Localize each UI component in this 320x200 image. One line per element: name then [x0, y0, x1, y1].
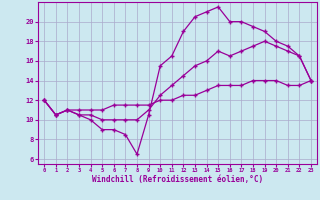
X-axis label: Windchill (Refroidissement éolien,°C): Windchill (Refroidissement éolien,°C)	[92, 175, 263, 184]
